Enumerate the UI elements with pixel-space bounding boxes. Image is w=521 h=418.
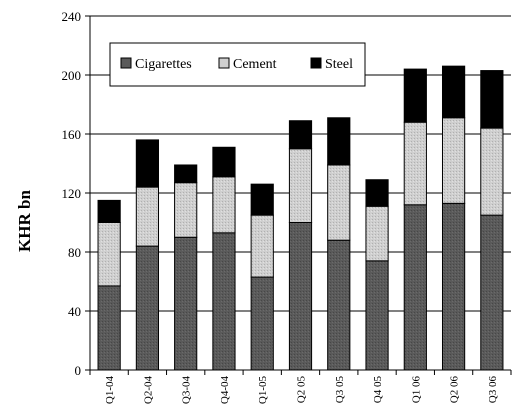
bar-segment-cement [97,222,121,287]
bar-segment-steel [135,139,160,188]
bar-segment-cement [250,214,274,278]
bar-segment-steel [480,70,504,129]
y-axis-label: KHR bn [15,190,34,252]
bar-segment-steel [250,183,274,216]
y-axis-ticks: 0 40 80 120 160 200 240 [62,9,90,378]
legend-swatch-cigarettes [120,57,132,69]
y-tick-label: 240 [62,9,82,24]
bar-segment-steel [403,68,427,123]
bar-segment-cement [441,117,466,204]
x-axis-ticks: Q1-04 Q2-04 Q3-04 Q4-04 Q1-05 Q2 05 Q3 05 Q4 05… [89,370,512,405]
y-tick-label: 40 [68,304,81,319]
bar-segment-steel [288,120,313,150]
bar-segment-cigarettes [441,202,466,371]
x-tick-label: Q2-04 [142,376,154,405]
y-tick-label: 0 [75,363,82,378]
x-tick-label: Q1-04 [104,376,116,405]
bar-segment-steel [365,179,389,207]
legend-swatch-cement [218,57,230,69]
bar-segment-cigarettes [174,236,198,371]
legend-swatch-steel [310,57,322,69]
legend-box [109,42,366,87]
bar-segment-cement [174,182,198,238]
x-tick-label: Q3 05 [334,376,346,404]
bar-segment-cigarettes [135,245,160,371]
x-tick-label: Q1 06 [410,376,422,404]
legend-label-cement: Cement [233,57,277,72]
bar-segment-steel [174,164,198,184]
bar-segment-steel [212,146,236,178]
x-tick-label: Q4 05 [372,376,384,404]
bar-segment-cigarettes [365,260,389,371]
x-tick-label: Q3 06 [487,376,499,404]
x-tick-label: Q3-04 [181,376,193,405]
bar-segment-cigarettes [480,214,504,371]
y-tick-label: 80 [68,245,81,260]
bar-segment-cement [327,164,351,241]
legend-label-steel: Steel [325,57,353,72]
bar-segment-cement [480,127,504,216]
x-tick-label: Q1-05 [257,376,269,405]
y-tick-label: 120 [62,186,82,201]
bar-segment-steel [97,199,121,223]
bar-segment-cigarettes [327,239,351,371]
bar-segment-cigarettes [288,222,313,371]
legend-label-cigarettes: Cigarettes [135,57,192,72]
x-tick-label: Q4-04 [219,376,231,405]
bar-segment-cement [135,186,160,247]
bar-segment-steel [441,65,466,119]
bar-segment-cement [365,205,389,262]
y-tick-label: 200 [62,68,82,83]
bar-segment-cement [288,148,313,223]
bar-segment-cigarettes [403,204,427,371]
bar-segment-cigarettes [212,232,236,371]
x-tick-label: Q2 06 [449,376,461,404]
bar-segment-cigarettes [250,276,274,371]
bar-segment-cement [403,121,427,206]
bar-segment-steel [327,117,351,166]
y-tick-label: 160 [62,127,82,142]
bars [97,65,504,371]
legend: Cigarettes Cement Steel [109,42,366,87]
x-tick-label: Q2 05 [296,376,308,404]
bar-segment-cigarettes [97,285,121,371]
bar-segment-cement [212,176,236,234]
